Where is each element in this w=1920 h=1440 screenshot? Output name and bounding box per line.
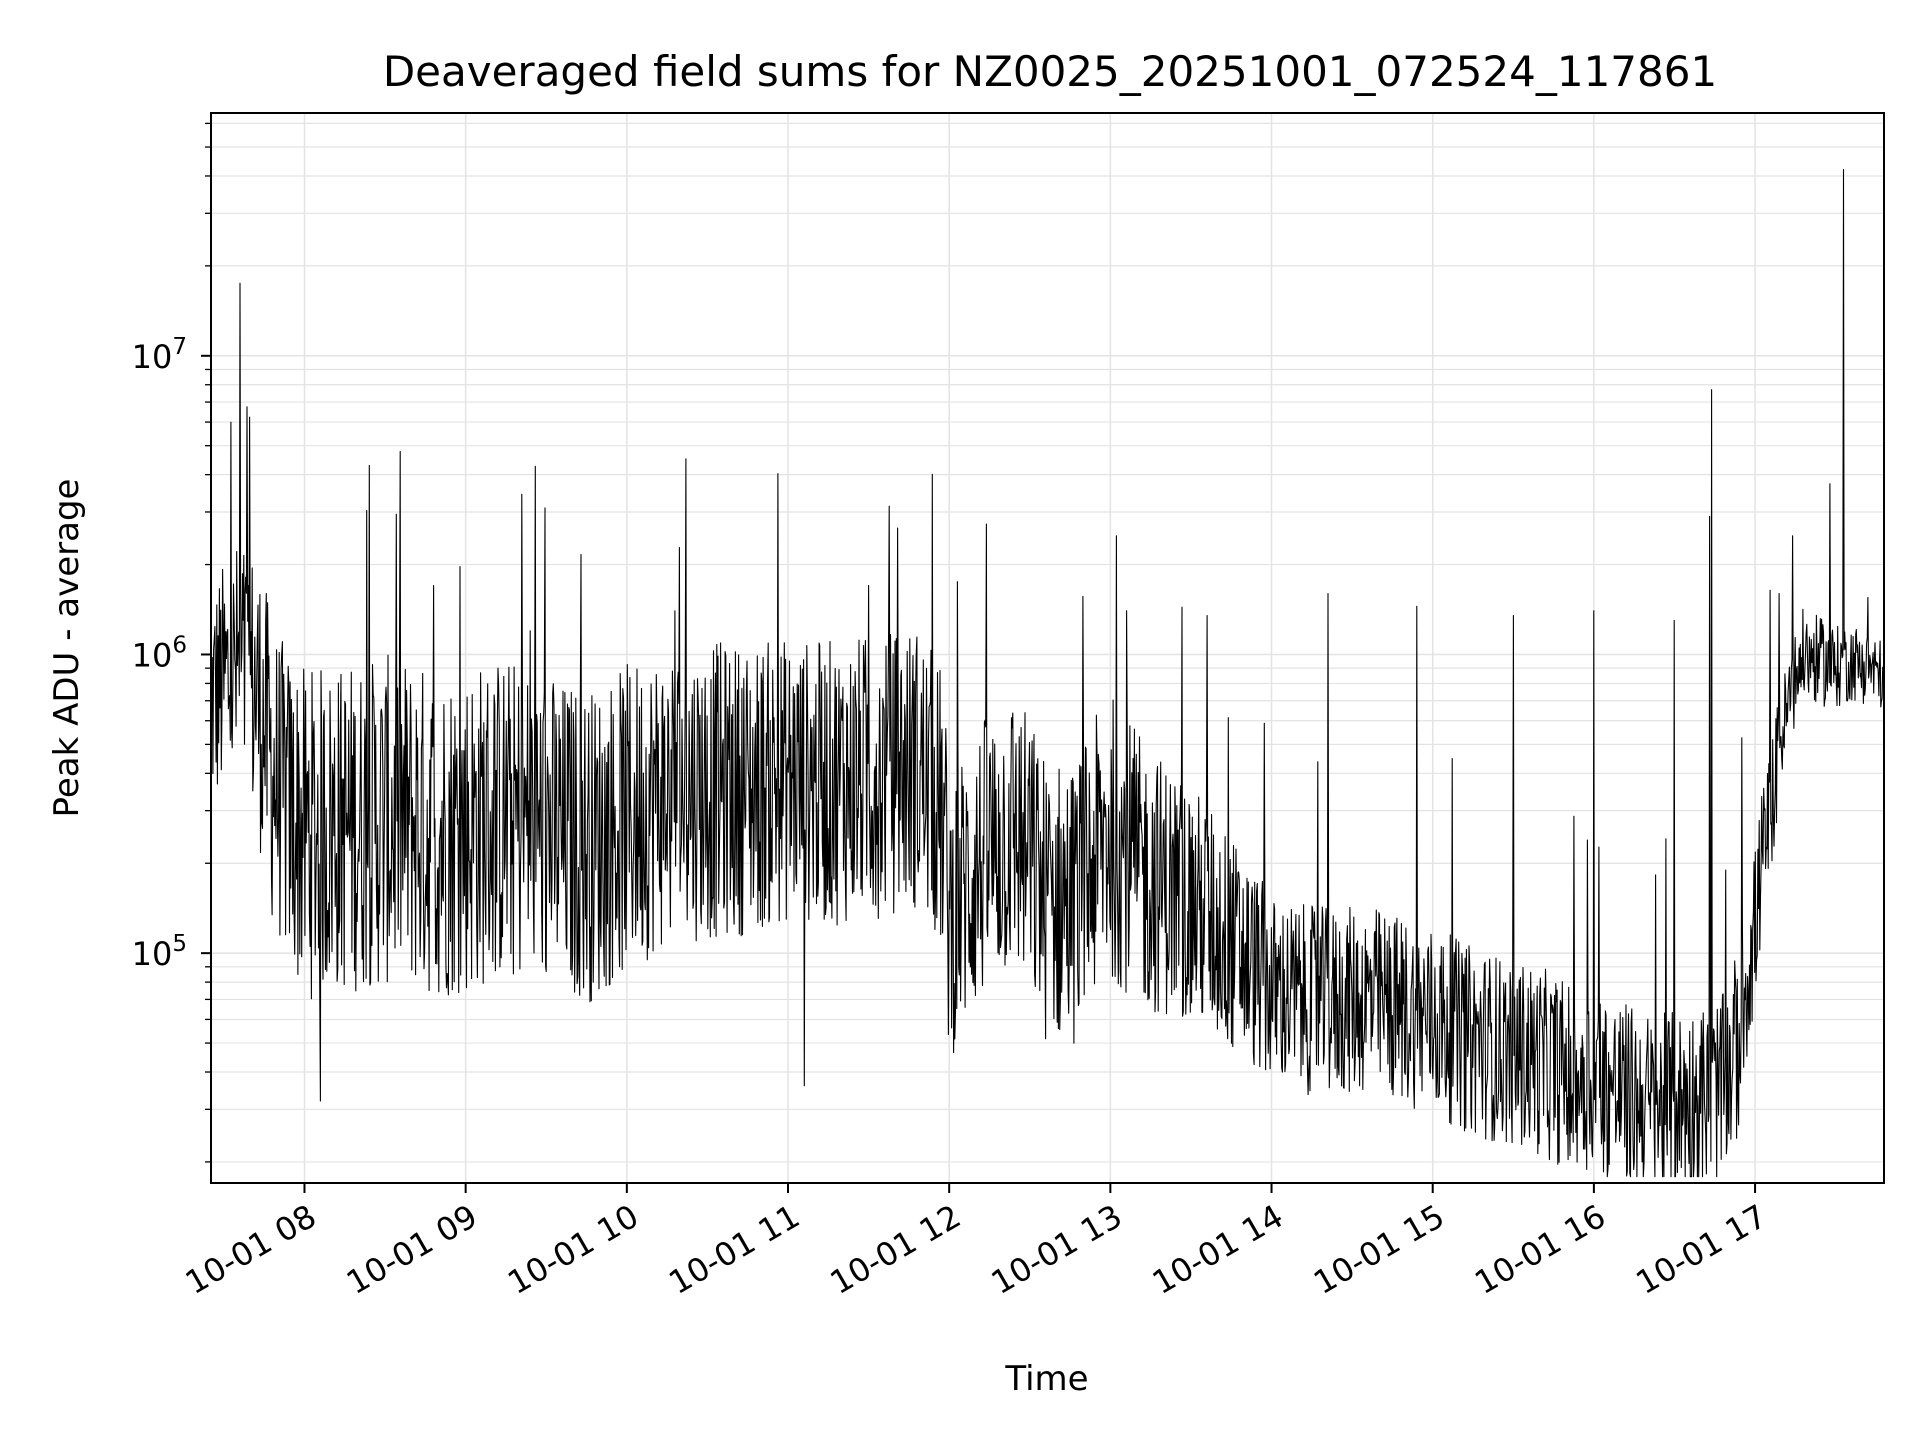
series-line bbox=[210, 169, 1885, 1178]
grid bbox=[211, 113, 1884, 1183]
x-tick-label: 10-01 13 bbox=[985, 1197, 1129, 1302]
y-tick-label: 105 bbox=[132, 931, 187, 973]
chart-title: Deaveraged field sums for NZ0025_2025100… bbox=[383, 47, 1717, 96]
x-tick-label: 10-01 11 bbox=[662, 1197, 806, 1302]
x-axis-title: Time bbox=[1004, 1359, 1088, 1399]
x-tick-label: 10-01 10 bbox=[501, 1197, 645, 1302]
x-axis: 10-01 08 10-01 09 10-01 10 10-01 11 10-01 12… bbox=[179, 1183, 1773, 1302]
y-axis-title: Peak ADU - average bbox=[47, 479, 87, 818]
x-tick-label: 10-01 09 bbox=[340, 1197, 484, 1302]
x-tick-label: 10-01 16 bbox=[1468, 1197, 1612, 1302]
plot-frame bbox=[210, 112, 1885, 1184]
x-tick-label: 10-01 12 bbox=[824, 1197, 968, 1302]
y-axis: 105 106 107 bbox=[132, 122, 211, 1163]
x-tick-label: 10-01 17 bbox=[1629, 1197, 1773, 1302]
title-group: Deaveraged field sums for NZ0025_2025100… bbox=[383, 47, 1717, 96]
x-tick-label: 10-01 14 bbox=[1146, 1197, 1290, 1302]
series-layer bbox=[210, 169, 1885, 1178]
y-tick-label: 107 bbox=[132, 334, 187, 376]
x-tick-label: 10-01 08 bbox=[179, 1197, 323, 1302]
y-tick-label: 106 bbox=[132, 632, 187, 674]
x-tick-label: 10-01 15 bbox=[1307, 1197, 1451, 1302]
